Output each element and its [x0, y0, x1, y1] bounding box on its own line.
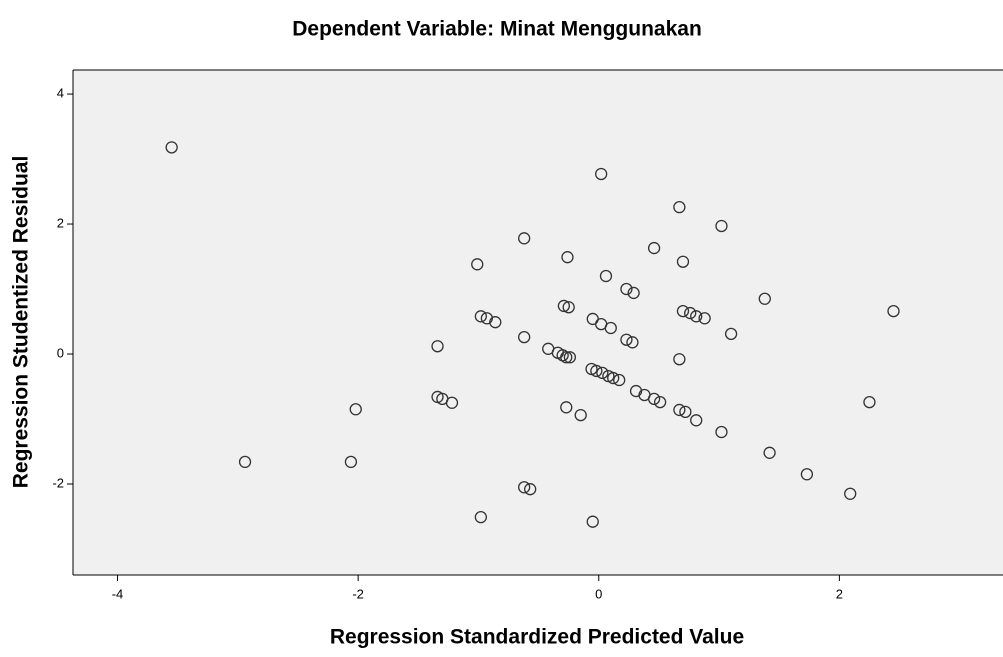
y-tick-label: 4: [57, 85, 64, 100]
x-axis-label: Regression Standardized Predicted Value: [330, 626, 744, 649]
y-tick-label: -2: [52, 475, 64, 490]
x-tick-label: -4: [112, 586, 124, 601]
chart: Dependent Variable: Minat Menggunakan Re…: [0, 0, 1003, 657]
y-tick-label: 2: [57, 215, 64, 230]
x-tick-label: 0: [595, 586, 602, 601]
x-tick-label: -2: [352, 586, 364, 601]
plot-area: [73, 70, 1003, 575]
y-tick-label: 0: [57, 345, 64, 360]
y-axis-label: Regression Studentized Residual: [10, 156, 33, 489]
x-tick-label: 2: [836, 586, 843, 601]
chart-title: Dependent Variable: Minat Menggunakan: [292, 18, 702, 41]
